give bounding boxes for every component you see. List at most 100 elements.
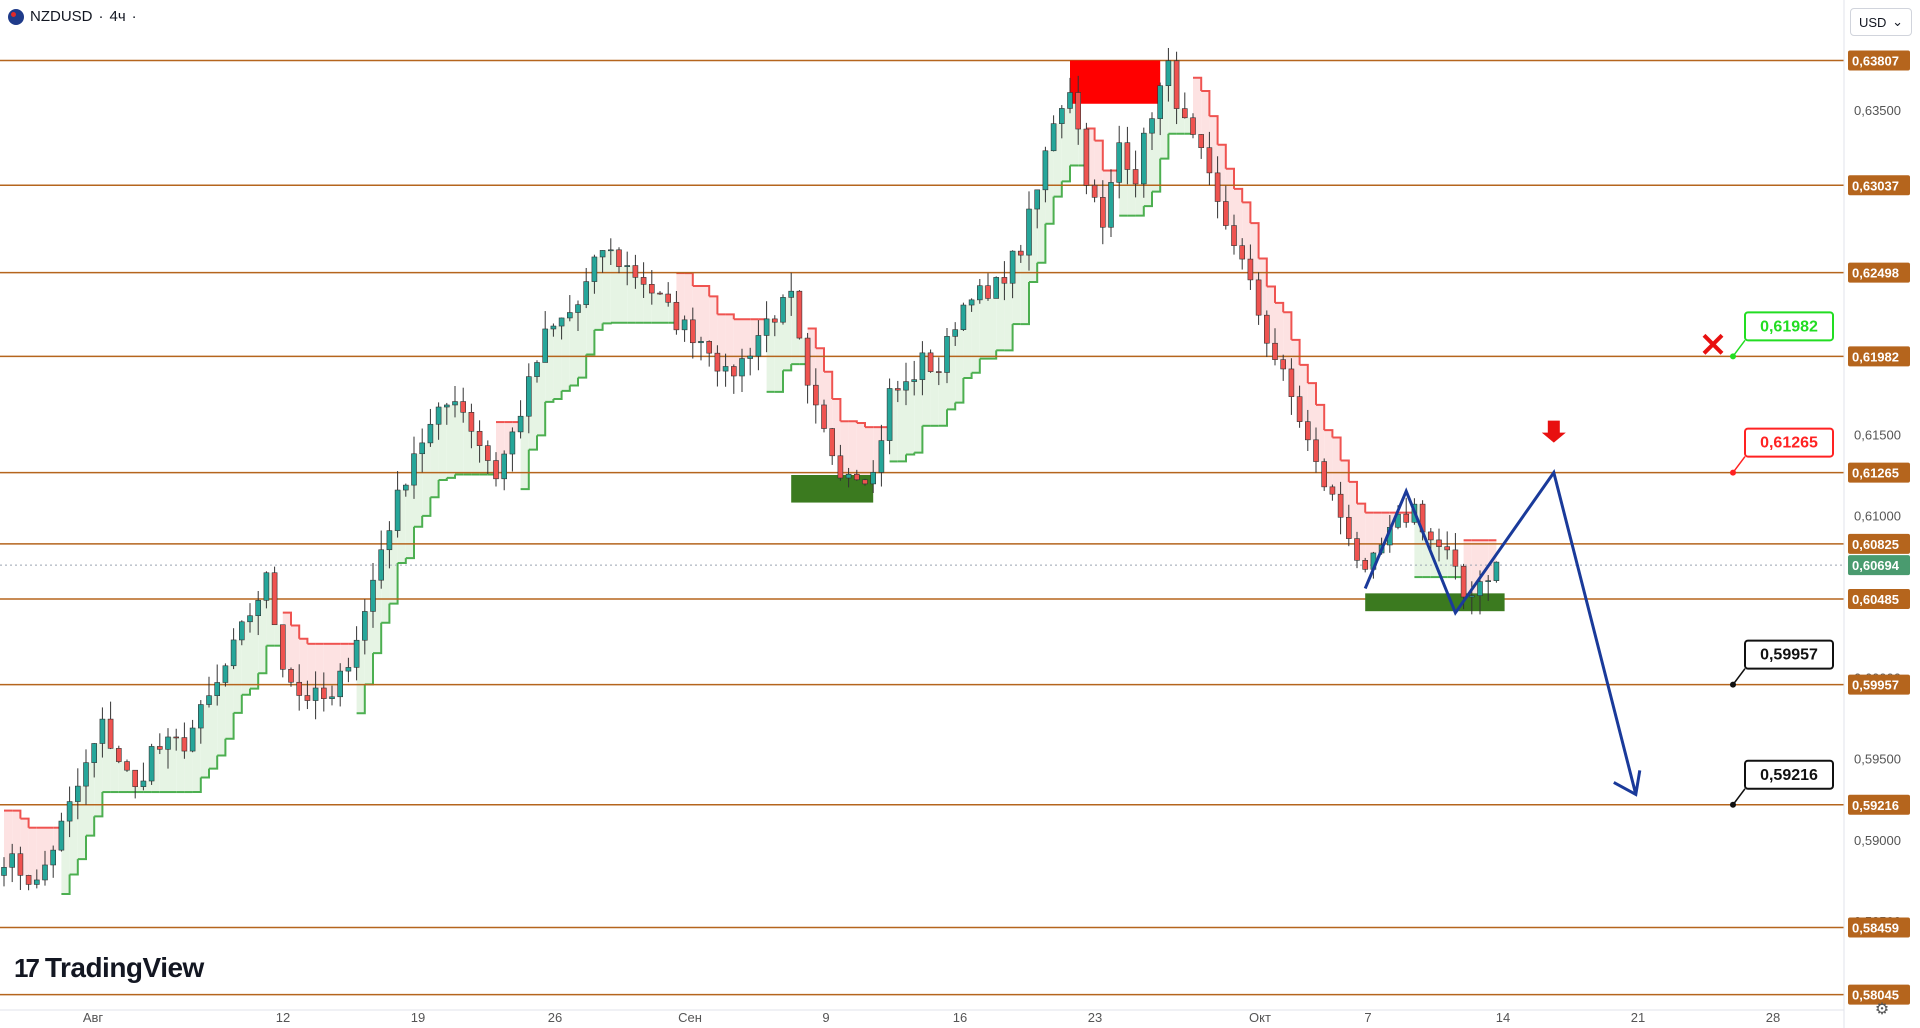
level-price-badge [1848, 262, 1910, 283]
candle-body [66, 801, 73, 822]
lower-band-fill [930, 371, 939, 426]
upper-band-line [1275, 301, 1285, 313]
candle-body [1354, 538, 1360, 561]
gear-icon[interactable]: ⚙ [1874, 1001, 1890, 1018]
level-price-label: 0,61982 [1852, 349, 1899, 364]
candle-body [903, 381, 909, 391]
callout-leader [1732, 788, 1746, 806]
lower-band-fill [1160, 85, 1169, 159]
candle-body [525, 376, 532, 417]
candle-body [42, 864, 48, 881]
candle-body [116, 748, 122, 762]
lower-band-fill [69, 801, 78, 875]
chevron-down-icon: ⌄ [1892, 14, 1903, 29]
level-price-label: 0,61265 [1852, 466, 1899, 481]
lower-band-line [200, 768, 210, 779]
lower-band-fill [1012, 251, 1021, 325]
upper-band-fill [348, 643, 357, 668]
candle-body [124, 761, 130, 771]
upper-band-line [725, 313, 735, 320]
lower-band-fill [561, 317, 570, 391]
upper-band-line [291, 624, 301, 639]
candle-body [1026, 208, 1032, 256]
upper-band-fill [53, 827, 62, 851]
lower-band-fill [1176, 108, 1185, 134]
upper-band-line [1086, 127, 1096, 141]
lower-band-fill [463, 412, 472, 475]
candle-body [632, 265, 639, 278]
level-price-label: 0,63037 [1852, 178, 1899, 193]
lower-band-fill [1455, 566, 1464, 578]
candle-body [624, 265, 631, 267]
candle-body [837, 455, 844, 479]
candle-body [411, 453, 417, 486]
lower-band-line [1143, 191, 1153, 208]
lower-band-fill [938, 372, 947, 426]
lower-band-fill [1422, 531, 1431, 578]
candle-body [1100, 197, 1106, 228]
time-tick-label: Сен [678, 1010, 702, 1025]
upper-band-fill [1111, 170, 1120, 183]
candle-body [845, 473, 852, 479]
candle-body [435, 406, 442, 425]
symbol-label[interactable]: NZDUSD [30, 8, 93, 25]
upper-band-line [824, 370, 834, 400]
time-tick-label: 9 [822, 1010, 829, 1025]
lower-band-fill [389, 530, 398, 604]
interval-label[interactable]: 4ч [109, 8, 126, 25]
lower-band-fill [217, 682, 226, 756]
candle-body [419, 442, 426, 455]
lower-band-fill [487, 460, 496, 475]
forecast-layer [1363, 469, 1642, 797]
lower-band-line [1045, 196, 1055, 225]
candle-body [1132, 169, 1139, 185]
candle-body [698, 341, 704, 344]
upper-band-fill [1299, 364, 1308, 422]
candle-body [181, 737, 188, 752]
lower-band-line [69, 859, 79, 876]
upper-band-fill [307, 643, 316, 701]
lower-band-fill [1029, 209, 1038, 282]
lower-band-fill [225, 665, 234, 739]
lower-band-line [586, 329, 596, 356]
upper-band-fill [815, 348, 824, 405]
lower-band-fill [979, 285, 988, 359]
lower-band-line [192, 777, 202, 794]
candle-body [517, 415, 524, 433]
lower-band-fill [889, 388, 898, 462]
candle-body [312, 687, 319, 701]
tv-logo-icon: 17 [14, 952, 40, 983]
lower-band-line [947, 402, 957, 411]
candle-body [657, 292, 663, 295]
upper-band-fill [684, 273, 693, 320]
lower-band-fill [1135, 183, 1144, 216]
lower-band-line [569, 377, 579, 387]
lower-band-fill [1119, 142, 1128, 216]
lower-band-line [397, 558, 407, 564]
candle-body [91, 743, 97, 763]
time-tick-label: Окт [1249, 1010, 1271, 1025]
lower-band-fill [791, 291, 800, 365]
level-price-badge [1848, 346, 1910, 367]
currency-select[interactable]: USD ⌄ [1850, 8, 1912, 36]
nz-flag-icon [8, 8, 24, 25]
lower-band-fill [1004, 283, 1013, 351]
candle-body [1346, 516, 1352, 539]
lower-band-fill [241, 621, 250, 695]
price-tick-label: 0,63500 [1854, 103, 1901, 118]
candle-body [1198, 134, 1204, 148]
callout-anchor [1730, 801, 1736, 808]
candle-body [1165, 60, 1172, 87]
candle-body [862, 479, 868, 485]
time-tick-label: 7 [1364, 1010, 1371, 1025]
lower-band-fill [274, 624, 283, 646]
callout-leader [1732, 339, 1746, 357]
candle-body [985, 285, 991, 299]
upper-band-fill [1340, 460, 1349, 518]
candle-body [673, 301, 680, 331]
lower-band-fill [1078, 129, 1087, 166]
candle-body [960, 304, 967, 330]
upper-band-line [12, 809, 22, 819]
